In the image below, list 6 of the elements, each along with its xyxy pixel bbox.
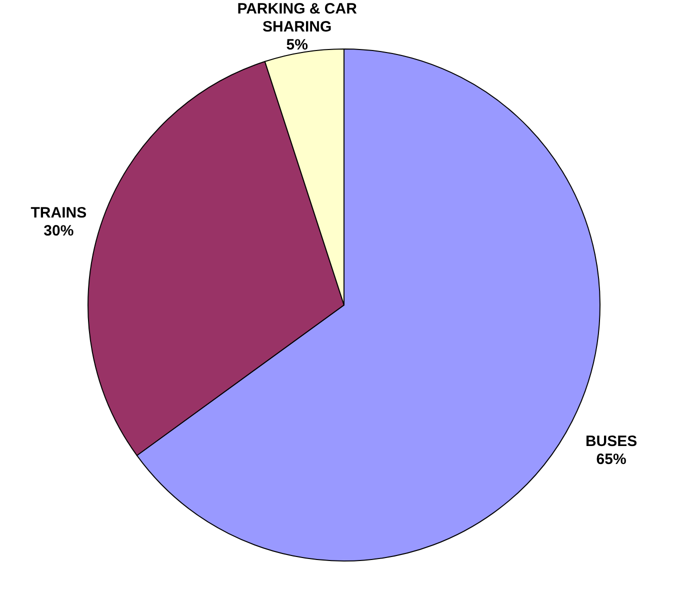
- slice-label: PARKING & CAR SHARING: [237, 0, 358, 36]
- slice-label: BUSES: [585, 433, 638, 450]
- data-label: 5%: [286, 36, 308, 54]
- data-label: 65%: [596, 451, 626, 468]
- slice-label: TRAINS: [30, 204, 87, 222]
- data-label: 30%: [44, 222, 74, 240]
